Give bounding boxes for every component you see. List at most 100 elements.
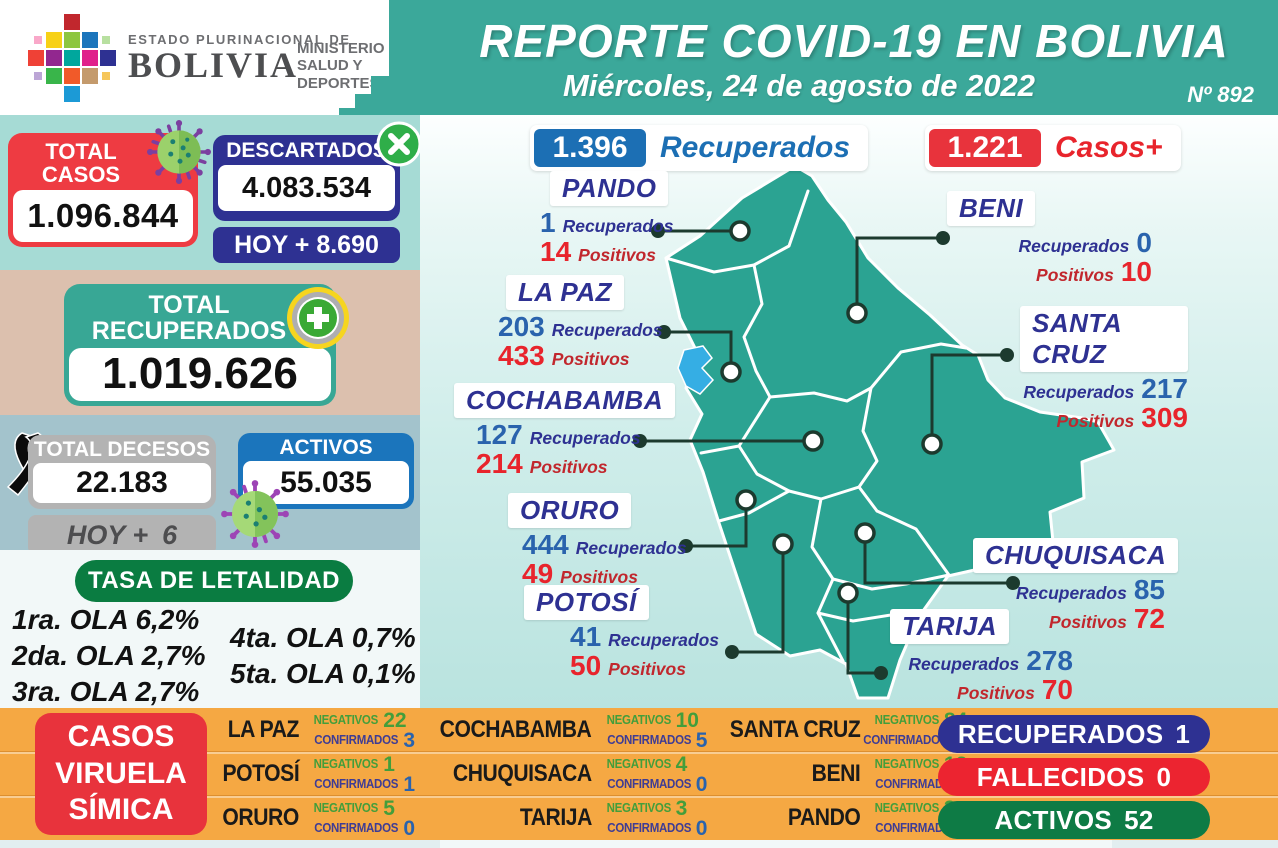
- org-small-text: ESTADO PLURINACIONAL DE: [128, 32, 351, 47]
- virus-icon: [147, 120, 211, 184]
- activos-label: ACTIVOS: [279, 436, 373, 459]
- org-big-text: BOLIVIA: [128, 45, 299, 85]
- oruro-recuperados: 444: [522, 529, 569, 560]
- dept-chuquisaca: CHUQUISACA Recuperados 85 Positivos 72: [973, 538, 1179, 634]
- logo-box: ESTADO PLURINACIONAL DE BOLIVIA MINISTER…: [0, 0, 410, 118]
- total-casos-value: 1.096.844: [13, 190, 193, 242]
- letalidad-ola-3: 3ra. OLA 2,7%: [12, 676, 200, 707]
- santa-cruz-recuperados: 217: [1141, 373, 1188, 404]
- monkeypox-grid: LA PAZ NEGATIVOS 22 CONFIRMADOS 3 POTOSÍ N…: [212, 708, 975, 840]
- pando-recuperados: 1: [540, 207, 556, 238]
- band-letalidad: TASA DE LETALIDAD 1ra. OLA 6,2% 2da. OLA…: [0, 550, 420, 708]
- dept-la-paz: LA PAZ 203 Recuperados 433 Positivos: [498, 275, 663, 371]
- plus-circle-icon: [287, 287, 349, 349]
- dept-chuquisaca-name: CHUQUISACA: [973, 538, 1179, 573]
- letalidad-col2: 4ta. OLA 0,7% 5ta. OLA 0,1%: [230, 620, 416, 692]
- dept-santa-cruz: SANTA CRUZ Recuperados 217 Positivos 309: [1020, 306, 1188, 433]
- beni-positivos: 10: [1120, 256, 1152, 287]
- monkeypox-bar: CASOS VIRUELA SÍMICA LA PAZ NEGATIVOS 22 …: [0, 708, 1278, 840]
- total-casos-card: TOTAL CASOS 1.096.844: [8, 133, 198, 247]
- chuquisaca-recuperados: 85: [1133, 574, 1165, 605]
- letalidad-ola-1: 1ra. OLA 6,2%: [12, 604, 200, 635]
- daily-recuperados-value: 1.396: [534, 129, 646, 167]
- dept-cochabamba-name: COCHABAMBA: [454, 383, 676, 418]
- dept-santa-cruz-name: SANTA CRUZ: [1020, 306, 1188, 372]
- band-decesos-activos: TOTAL DECESOS 22.183 HOY + 6 ACTIVOS 55.…: [0, 415, 420, 555]
- pando-positivos: 14: [540, 236, 572, 267]
- decesos-hoy: HOY + 6: [28, 515, 216, 555]
- map-panel: 1.396 Recuperados 1.221 Casos+ PANDO 1 Re…: [420, 115, 1278, 708]
- mpx-cell-oruro: ORURO NEGATIVOS 5 CONFIRMADOS 0: [222, 796, 416, 840]
- page-title: REPORTE COVID-19 EN BOLIVIA: [479, 15, 1229, 67]
- decesos-hoy-label: HOY +: [66, 519, 149, 550]
- dept-potosi-name: POTOSÍ: [524, 585, 649, 620]
- santa-cruz-positivos: 309: [1141, 402, 1188, 433]
- letalidad-ola-4: 4ta. OLA 0,7%: [230, 622, 416, 653]
- mpx-recuperados-pill: RECUPERADOS 1: [938, 715, 1210, 753]
- total-decesos-value: 22.183: [33, 463, 211, 504]
- tarija-recuperados: 278: [1026, 645, 1073, 676]
- daily-casos-label: Casos+: [1055, 131, 1163, 164]
- row-divider: [0, 795, 1278, 798]
- cochabamba-recuperados: 127: [476, 419, 523, 450]
- total-decesos-card: TOTAL DECESOS 22.183: [28, 435, 216, 509]
- decesos-hoy-value: 6: [162, 519, 178, 550]
- total-recuperados-card: TOTAL RECUPERADOS 1.019.626: [64, 284, 336, 406]
- dept-oruro: ORURO 444 Recuperados 49 Positivos: [508, 493, 687, 589]
- band-total-casos: TOTAL CASOS 1.096.844: [0, 115, 422, 270]
- daily-recuperados-label: Recuperados: [660, 131, 851, 164]
- mpx-activos-pill: ACTIVOS 52: [938, 801, 1210, 839]
- dept-tarija: TARIJA Recuperados 278 Positivos 70: [875, 609, 1073, 705]
- total-recuperados-label: TOTAL RECUPERADOS: [91, 291, 287, 346]
- ministry-name: MINISTERIO DE SALUD Y DEPORTES: [297, 40, 410, 92]
- descartados-value: 4.083.534: [218, 165, 395, 212]
- virus-icon: [221, 480, 289, 548]
- dept-beni: BENI Recuperados 0 Positivos 10: [947, 191, 1152, 287]
- monkeypox-title: CASOS VIRUELA SÍMICA: [35, 713, 207, 835]
- mpx-cell-la-paz: LA PAZ NEGATIVOS 22 CONFIRMADOS 3: [227, 708, 416, 752]
- dept-tarija-name: TARIJA: [890, 609, 1009, 644]
- descartados-hoy: HOY + 8.690: [213, 227, 400, 263]
- dept-la-paz-name: LA PAZ: [506, 275, 624, 310]
- tarija-positivos: 70: [1041, 674, 1073, 705]
- beni-recuperados: 0: [1136, 227, 1152, 258]
- bolivia-map: [633, 164, 1116, 700]
- letalidad-title: TASA DE LETALIDAD: [75, 560, 353, 602]
- connector-lines: [640, 229, 1013, 675]
- x-circle-icon: [376, 121, 422, 167]
- total-casos-label: TOTAL CASOS: [41, 139, 121, 188]
- band-total-recuperados: TOTAL RECUPERADOS 1.019.626: [0, 270, 420, 415]
- mpx-cell-potosi: POTOSÍ NEGATIVOS 1 CONFIRMADOS 1: [222, 752, 416, 796]
- potosi-recuperados: 41: [570, 621, 602, 652]
- dept-pando-name: PANDO: [550, 171, 669, 206]
- daily-casos-value: 1.221: [929, 129, 1041, 167]
- left-stats-column: TOTAL CASOS 1.096.844: [0, 115, 422, 708]
- letalidad-col1: 1ra. OLA 6,2% 2da. OLA 2,7% 3ra. OLA 2,7…: [12, 602, 205, 710]
- descartados-card: DESCARTADOS 4.083.534: [213, 135, 400, 221]
- letalidad-ola-2: 2da. OLA 2,7%: [12, 640, 206, 671]
- total-recuperados-value: 1.019.626: [69, 347, 331, 401]
- dept-potosi: POTOSÍ 41 Recuperados 50 Positivos: [524, 585, 719, 681]
- total-decesos-label: TOTAL DECESOS: [33, 438, 211, 461]
- bolivia-logo-icon: [28, 14, 116, 102]
- letalidad-ola-5: 5ta. OLA 0,1%: [230, 658, 416, 689]
- mpx-cell-chuquisaca: CHUQUISACA NEGATIVOS 4 CONFIRMADOS 0: [452, 752, 708, 796]
- monkeypox-summary: RECUPERADOS 1 FALLECIDOS 0 ACTIVOS 52: [938, 715, 1210, 839]
- la-paz-positivos: 433: [498, 340, 545, 371]
- descartados-label: DESCARTADOS: [226, 139, 387, 162]
- mpx-fallecidos-pill: FALLECIDOS 0: [938, 758, 1210, 796]
- dept-pando: PANDO 1 Recuperados 14 Positivos: [540, 171, 674, 267]
- map-markers: [720, 220, 943, 604]
- mpx-cell-cochabamba: COCHABAMBA NEGATIVOS 10 CONFIRMADOS 5: [439, 708, 708, 752]
- connector-dots: [633, 224, 1020, 680]
- row-divider: [0, 751, 1278, 754]
- la-paz-recuperados: 203: [498, 311, 545, 342]
- potosi-positivos: 50: [570, 650, 602, 681]
- header: REPORTE COVID-19 EN BOLIVIA Miércoles, 2…: [0, 0, 1278, 118]
- bottom-strip: [0, 840, 1278, 848]
- daily-recuperados-chip: 1.396 Recuperados: [530, 125, 869, 171]
- report-number: Nº 892: [1187, 82, 1254, 107]
- chuquisaca-positivos: 72: [1133, 603, 1165, 634]
- monkeypox-col-1: LA PAZ NEGATIVOS 22 CONFIRMADOS 3 POTOSÍ N…: [212, 708, 419, 840]
